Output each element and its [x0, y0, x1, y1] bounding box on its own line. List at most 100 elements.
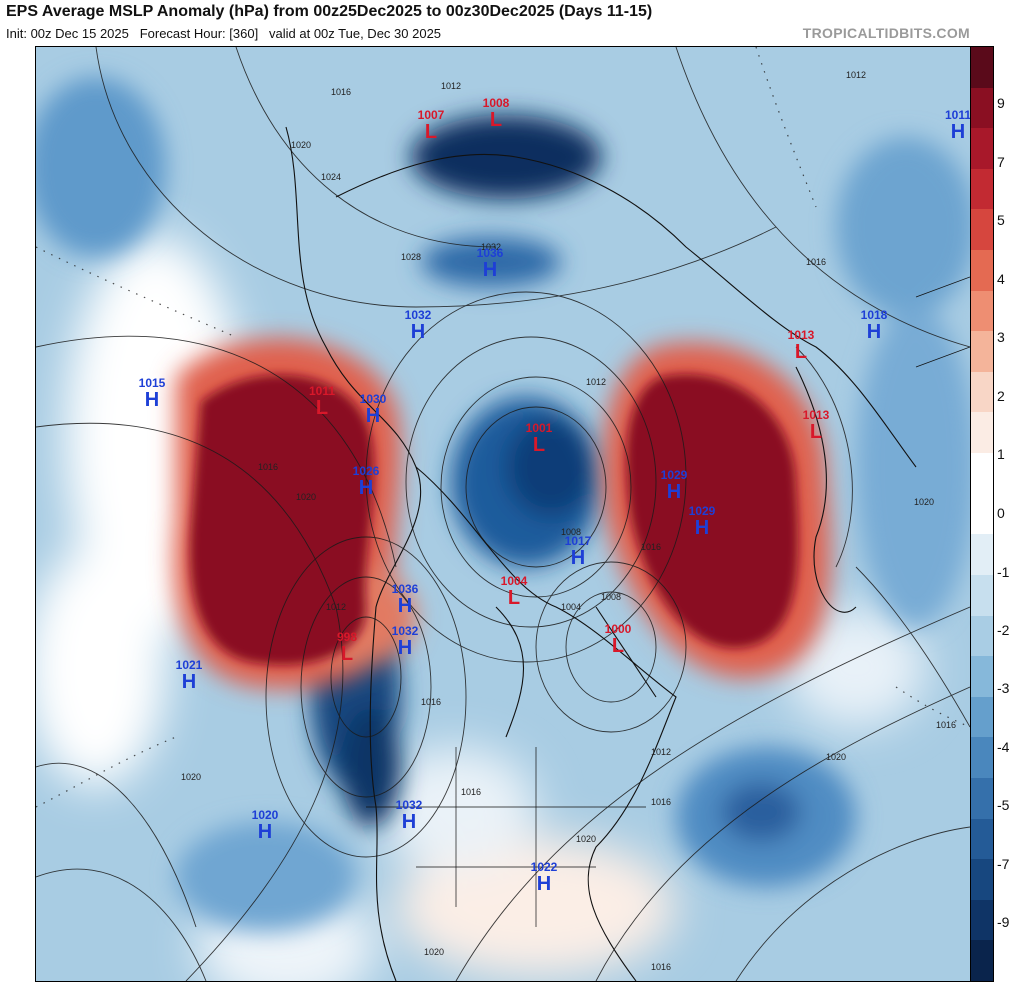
pressure-center-value: 1011 [944, 108, 971, 122]
isobar-label: 1008 [600, 592, 622, 602]
high-pressure-center: 1032 H [392, 625, 419, 658]
low-pressure-center: 1004 L [501, 575, 528, 608]
low-pressure-center: 1013 L [788, 329, 815, 362]
colorbar-tick-label: -9 [997, 914, 1010, 930]
low-pressure-center: 1001 L [526, 422, 553, 455]
pressure-center-letter: H [358, 477, 374, 499]
high-pressure-center: 1026 H [353, 465, 380, 498]
high-pressure-center: 1018 H [861, 309, 888, 342]
isobar-label: 1008 [560, 527, 582, 537]
pressure-center-value: 1032 [391, 624, 419, 638]
colorbar-segment [971, 47, 993, 89]
isobar-label: 1020 [913, 497, 935, 507]
pressure-center-value: 1015 [138, 376, 166, 390]
low-pressure-center: 1007 L [418, 109, 445, 142]
high-pressure-center: 1011 H [944, 108, 971, 142]
isobar-label: 1020 [290, 140, 312, 150]
pressure-center-value: 998 [336, 630, 358, 644]
colorbar-tick-label: 7 [997, 154, 1005, 170]
isobar-label: 1012 [325, 602, 347, 612]
high-pressure-center: 1017 H [565, 535, 592, 568]
isobar-label: 1020 [295, 492, 317, 502]
low-pressure-center: 1011 L [309, 385, 335, 418]
pressure-center-value: 1011 [308, 384, 336, 398]
pressure-center-letter: L [611, 635, 625, 657]
high-pressure-center: 1036 H [477, 247, 504, 280]
isobar-label: 1016 [460, 787, 482, 797]
colorbar-segment [971, 859, 993, 901]
isobar-label: 1016 [935, 720, 957, 730]
pressure-center-value: 1007 [417, 108, 445, 122]
pressure-center-letter: H [694, 517, 710, 539]
colorbar-segment [971, 128, 993, 170]
pressure-center-value: 1032 [395, 798, 423, 812]
pressure-center-value: 1001 [525, 421, 553, 435]
colorbar-segment [971, 168, 993, 211]
coastlines [285, 126, 917, 981]
high-pressure-center: 1022 H [531, 861, 558, 894]
pressure-center-letter: H [397, 637, 413, 659]
pressure-center-value: 1026 [352, 464, 380, 478]
colorbar-tick-label: 4 [997, 271, 1005, 287]
colorbar-segment [971, 777, 993, 820]
colorbar-tick-label: -3 [997, 680, 1010, 696]
source-credit: TROPICALTIDBITS.COM [802, 25, 970, 41]
isobar-label: 1012 [845, 70, 867, 80]
colorbar-segment [971, 656, 993, 698]
isobar-label: 1016 [640, 542, 662, 552]
colorbar-segment [971, 940, 993, 981]
isobar-label: 1004 [560, 602, 582, 612]
isobar-label: 1012 [650, 747, 672, 757]
pressure-center-letter: H [570, 547, 586, 569]
pressure-center-letter: H [397, 595, 413, 617]
isobar-label: 1032 [480, 242, 502, 252]
low-pressure-center: 1000 L [605, 623, 632, 656]
isobar-label: 1020 [180, 772, 202, 782]
colorbar-segment [971, 574, 993, 617]
high-pressure-center: 1030 H [360, 393, 387, 426]
high-pressure-center: 1032 H [405, 309, 432, 342]
pressure-center-value: 1029 [688, 504, 716, 518]
pressure-center-letter: L [794, 341, 808, 363]
colorbar-tick-label: 3 [997, 329, 1005, 345]
pressure-center-letter: L [809, 421, 823, 443]
isobar-label: 1016 [257, 462, 279, 472]
mslp-anomaly-map: 1012 1016 1020 1024 1028 1032 1016 1020 1012 1008… [35, 46, 971, 982]
isobar-label: 1016 [330, 87, 352, 97]
anomaly-field-positive-core [190, 374, 799, 665]
pressure-center-value: 1036 [391, 582, 419, 596]
map-canvas [36, 47, 970, 981]
isobar-label: 1020 [825, 752, 847, 762]
isobar-label: 1012 [585, 377, 607, 387]
colorbar-segment [971, 453, 993, 495]
colorbar-tick-label: -1 [997, 564, 1010, 580]
isobars [36, 47, 970, 981]
low-pressure-center: 1013 L [803, 409, 830, 442]
colorbar-segment [971, 371, 993, 414]
colorbar-segment [971, 250, 993, 292]
colorbar-segment [971, 615, 993, 658]
pressure-center-letter: H [482, 259, 498, 281]
pressure-center-letter: H [410, 321, 426, 343]
pressure-center-letter: L [507, 587, 521, 609]
pressure-center-value: 1004 [500, 574, 528, 588]
colorbar-tick-label: 1 [997, 446, 1005, 462]
pressure-center-letter: L [532, 434, 546, 456]
colorbar-segment [971, 899, 993, 942]
pressure-center-value: 1000 [604, 622, 632, 636]
colorbar-segment [971, 87, 993, 130]
chart-subtitle: Init: 00z Dec 15 2025 Forecast Hour: [36… [6, 26, 442, 41]
colorbar-tick-label: 5 [997, 212, 1005, 228]
pressure-center-value: 1013 [802, 408, 830, 422]
pressure-center-letter: L [424, 121, 438, 143]
colorbar-tick-label: -4 [997, 739, 1010, 755]
colorbar [970, 46, 994, 982]
anomaly-field-negative [36, 77, 970, 932]
colorbar-segment [971, 209, 993, 252]
pressure-center-value: 1036 [476, 246, 504, 260]
pressure-center-value: 1030 [359, 392, 387, 406]
colorbar-segment [971, 696, 993, 739]
high-pressure-center: 1021 H [176, 659, 203, 692]
pressure-center-letter: H [401, 811, 417, 833]
isobar-label: 1016 [650, 962, 672, 972]
